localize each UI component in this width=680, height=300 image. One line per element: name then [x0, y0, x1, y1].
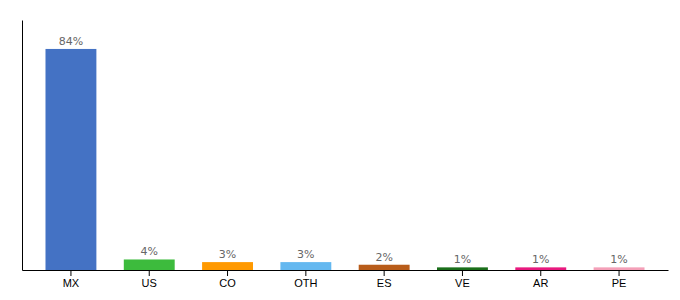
x-tick-mark — [305, 270, 306, 276]
bar — [280, 262, 331, 270]
x-tick-label: MX — [63, 277, 80, 289]
chart: 84% 4% 3% 3% 2% 1% 1% 1% MX US CO OTH ES VE AR PE — [0, 0, 680, 300]
bar — [359, 265, 410, 270]
x-tick-mark — [384, 270, 385, 276]
x-tick: CO — [219, 270, 236, 289]
x-tick-label: AR — [533, 277, 548, 289]
x-tick: MX — [63, 270, 80, 289]
bar — [202, 262, 253, 270]
data-label: 2% — [375, 251, 392, 264]
bars — [45, 49, 644, 270]
x-tick-mark — [462, 270, 463, 276]
x-axis: MX US CO OTH ES VE AR PE — [23, 270, 669, 289]
data-label: 1% — [532, 253, 549, 266]
plot: 84% 4% 3% 3% 2% 1% 1% 1% MX US CO OTH ES VE AR PE — [23, 21, 669, 289]
x-tick: OTH — [294, 270, 317, 289]
x-tick-label: ES — [377, 277, 392, 289]
x-tick: PE — [612, 270, 627, 289]
x-tick-mark — [70, 270, 71, 276]
x-tick-label: OTH — [294, 277, 317, 289]
data-label: 3% — [219, 248, 236, 261]
x-tick-mark — [149, 270, 150, 276]
data-label: 4% — [141, 245, 158, 258]
x-tick-label: VE — [455, 277, 470, 289]
data-label: 3% — [297, 248, 314, 261]
x-tick-mark — [227, 270, 228, 276]
y-axis-line — [22, 21, 23, 271]
bar — [45, 49, 96, 270]
x-axis-line — [23, 270, 669, 271]
data-label: 1% — [610, 253, 627, 266]
x-tick: ES — [377, 270, 392, 289]
x-tick-mark — [540, 270, 541, 276]
x-tick: VE — [455, 270, 470, 289]
data-labels: 84% 4% 3% 3% 2% 1% 1% 1% — [59, 35, 628, 266]
x-tick-label: US — [142, 277, 157, 289]
y-axis — [22, 21, 23, 271]
x-tick-mark — [619, 270, 620, 276]
bar — [124, 259, 175, 270]
data-label: 84% — [59, 35, 83, 48]
x-tick: AR — [533, 270, 548, 289]
bar — [515, 267, 566, 270]
x-tick-label: PE — [612, 277, 627, 289]
bar — [594, 267, 645, 270]
x-tick-label: CO — [219, 277, 236, 289]
data-label: 1% — [454, 253, 471, 266]
x-tick: US — [142, 270, 157, 289]
bar — [437, 267, 488, 270]
